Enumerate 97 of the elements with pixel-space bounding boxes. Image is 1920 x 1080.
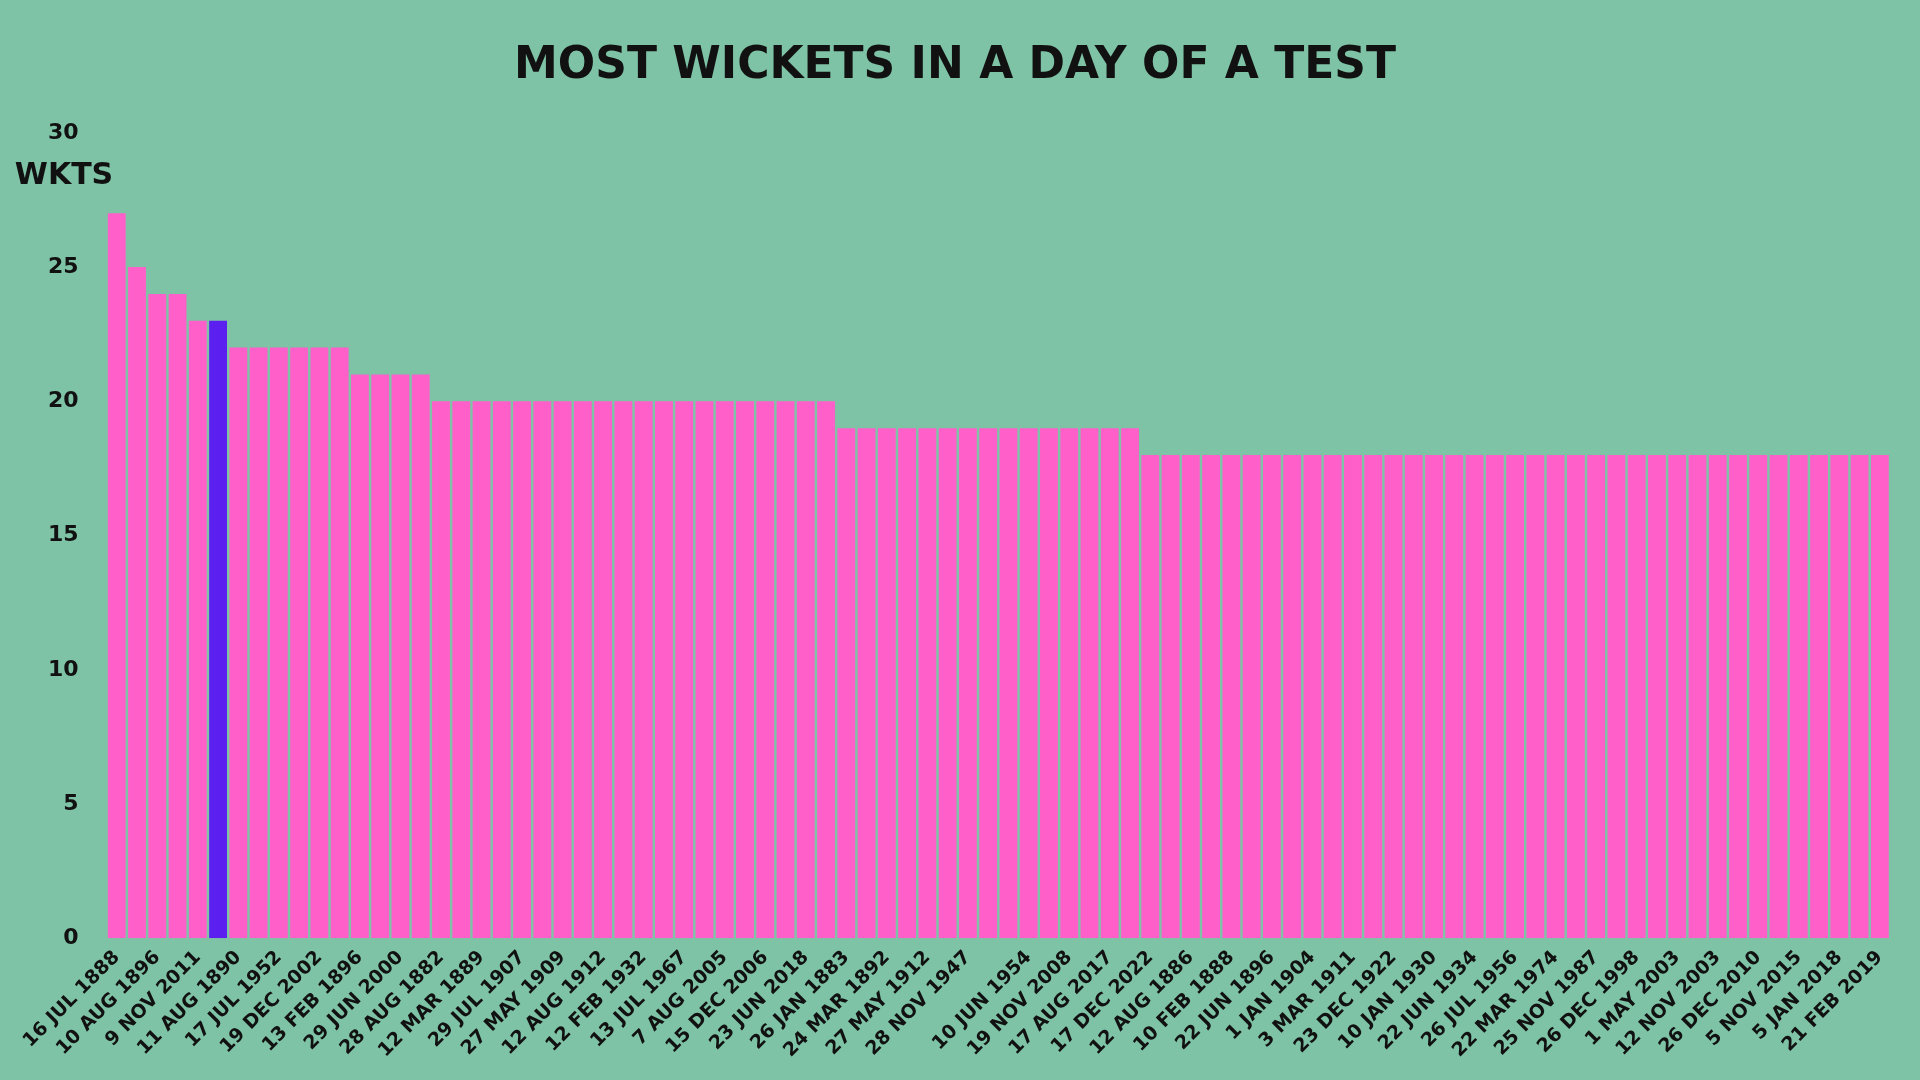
bar: [1850, 455, 1869, 939]
bar: [513, 401, 531, 939]
bar: [1384, 455, 1403, 939]
bar: [1404, 455, 1423, 939]
bar: [330, 347, 349, 939]
bar: [1506, 455, 1524, 939]
bar: [432, 401, 450, 939]
bar: [938, 428, 957, 939]
bar: [1546, 455, 1565, 939]
bar: [290, 347, 309, 939]
bar: [1810, 455, 1828, 939]
bar: [1141, 455, 1160, 939]
bar: [1587, 455, 1606, 939]
bar: [1789, 455, 1808, 939]
bar: [857, 428, 876, 939]
bar: [877, 428, 896, 939]
bar: [715, 401, 734, 939]
bar: [594, 401, 613, 939]
bar: [817, 401, 835, 939]
bar: [1262, 455, 1281, 939]
bar: [837, 428, 856, 939]
bar: [1526, 455, 1545, 939]
bar: [1668, 455, 1687, 939]
bar: [736, 401, 754, 939]
bar: [614, 401, 633, 939]
bar: [1749, 455, 1768, 939]
bar: [1830, 455, 1849, 939]
bar: [999, 428, 1018, 939]
bar: [675, 401, 694, 939]
bar: [1425, 455, 1443, 939]
bar: [1607, 455, 1626, 939]
bar: [452, 401, 471, 939]
bar: [1283, 455, 1302, 939]
bar: [1344, 455, 1362, 939]
bar: [1040, 428, 1058, 939]
bar: [351, 374, 369, 939]
bar: [249, 347, 268, 939]
bar: [1708, 455, 1727, 939]
bar: [1627, 455, 1646, 939]
bar: [1222, 455, 1241, 939]
bar: [1688, 455, 1707, 939]
bar: [1566, 455, 1585, 939]
bar: [573, 401, 592, 939]
chart-title: MOST WICKETS IN A DAY OF A TEST: [514, 36, 1396, 88]
bar: [1323, 455, 1342, 939]
bar: [1870, 455, 1889, 939]
y-tick-label: 0: [63, 924, 79, 950]
bar: [1202, 455, 1221, 939]
bar: [1242, 455, 1261, 939]
bar: [472, 401, 491, 939]
bar: [1181, 455, 1200, 939]
bar: [979, 428, 998, 939]
bar: [1769, 455, 1788, 939]
bar: [898, 428, 917, 939]
bar: [796, 401, 815, 939]
bar: [1445, 455, 1464, 939]
y-tick-label: 25: [47, 252, 79, 278]
bar: [168, 293, 187, 939]
bar: [229, 347, 248, 939]
y-tick-label: 5: [63, 789, 79, 815]
y-tick-label: 20: [47, 387, 79, 413]
bar: [695, 401, 714, 939]
bar: [1121, 428, 1139, 939]
bar: [391, 374, 410, 939]
bar: [188, 320, 207, 939]
bar: [128, 267, 146, 939]
bar: [553, 401, 572, 939]
bar: [1648, 455, 1666, 939]
bar: [756, 401, 775, 939]
bar: [107, 213, 126, 939]
bar: [1303, 455, 1322, 939]
bar: [371, 374, 390, 939]
bar: [492, 401, 511, 939]
bar: [776, 401, 795, 939]
bar: [1060, 428, 1079, 939]
y-tick-label: 10: [47, 655, 79, 681]
bar: [918, 428, 937, 939]
bar: [310, 347, 329, 939]
bar: [209, 320, 227, 939]
y-tick-label: 30: [47, 118, 79, 144]
bar: [411, 374, 430, 939]
bar: [1100, 428, 1119, 939]
bar: [958, 428, 977, 939]
bar: [655, 401, 673, 939]
bar: [1729, 455, 1747, 939]
y-tick-label: 15: [47, 521, 79, 547]
bar: [269, 347, 288, 939]
bar: [533, 401, 552, 939]
y-axis-title: WKTS: [14, 156, 114, 192]
bar: [1080, 428, 1099, 939]
bar: [1019, 428, 1038, 939]
bar: [148, 293, 167, 939]
bar: [1485, 455, 1504, 939]
bar: [1465, 455, 1484, 939]
bar: [1364, 455, 1383, 939]
bar: [634, 401, 653, 939]
bar: [1161, 455, 1180, 939]
